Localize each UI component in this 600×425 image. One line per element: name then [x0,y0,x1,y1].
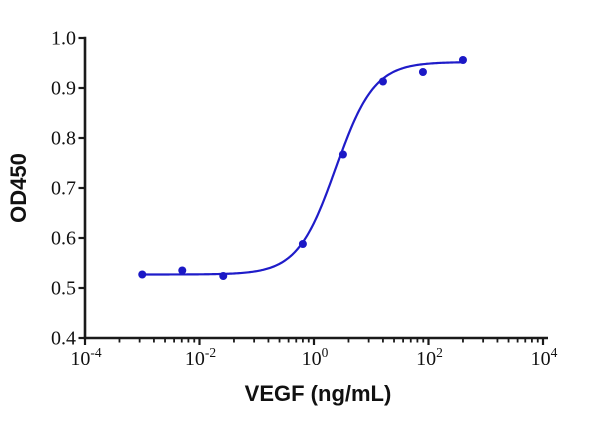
y-tick-label: 0.4 [51,328,76,350]
data-point [378,77,387,86]
data-point [178,266,187,275]
x-tick-label: 102 [416,345,443,370]
y-axis-title: OD450 [6,153,31,223]
data-point [298,240,307,248]
data-point [338,150,347,159]
data-point [418,68,427,76]
y-tick-label: 0.8 [51,128,76,150]
x-tick-label: 100 [302,345,329,370]
y-tick-label: 0.7 [51,178,76,200]
y-tick-label: 0.5 [51,278,76,300]
data-series-layer [138,56,467,280]
axes-layer: 0.4 0.5 0.6 0.7 0.8 0.9 1.0 10-4 10-2 100 102 104 [51,28,558,371]
data-point [458,56,467,64]
x-axis-title: VEGF (ng/mL) [245,381,392,406]
y-tick-label: 0.6 [51,228,76,250]
x-tick-label: 104 [531,345,558,370]
x-tick-label: 10-2 [185,345,216,370]
x-tick-label: 10-4 [70,345,101,370]
y-tick-label: 1.0 [51,28,76,50]
data-point [219,272,228,280]
data-point [138,270,147,279]
y-tick-label: 0.9 [51,78,76,100]
